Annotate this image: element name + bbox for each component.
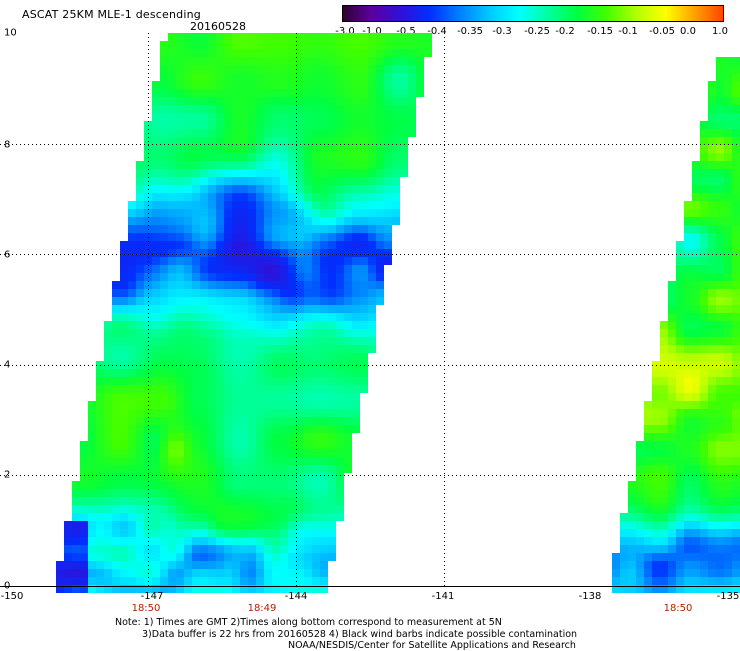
x-tick-label: -135 bbox=[716, 591, 740, 602]
product-date: 20160528 bbox=[190, 20, 246, 33]
colorbar-label: -0.3 bbox=[492, 26, 512, 37]
y-tick-label: 10 bbox=[4, 27, 17, 39]
colorbar-label: -0.25 bbox=[524, 26, 550, 37]
colorbar-label: -0.1 bbox=[618, 26, 638, 37]
colorbar-label: 1.0 bbox=[712, 26, 728, 37]
x-tick-label: -150 bbox=[0, 591, 24, 602]
x-tick-label: -141 bbox=[431, 591, 455, 602]
product-title: ASCAT 25KM MLE-1 descending bbox=[22, 8, 201, 21]
gridlines bbox=[0, 33, 740, 586]
x-tick-label: -138 bbox=[578, 591, 602, 602]
colorbar bbox=[342, 5, 724, 22]
time-label: 18:50 bbox=[663, 603, 693, 614]
colorbar-label: -0.5 bbox=[396, 26, 416, 37]
y-tick-label: 0 bbox=[4, 580, 11, 592]
swath-pixels bbox=[56, 33, 740, 593]
colorbar-label: -0.35 bbox=[457, 26, 483, 37]
y-tick-label: 4 bbox=[4, 359, 11, 371]
y-tick-label: 6 bbox=[4, 249, 11, 261]
colorbar-label: -0.15 bbox=[587, 26, 613, 37]
time-label: 18:49 bbox=[247, 603, 277, 614]
y-tick-label: 8 bbox=[4, 139, 11, 151]
colorbar-label: -0.4 bbox=[427, 26, 447, 37]
colorbar-label: -3.0 bbox=[335, 26, 355, 37]
y-tick-label: 2 bbox=[4, 469, 11, 481]
note-line-3: NOAA/NESDIS/Center for Satellite Applica… bbox=[288, 640, 576, 651]
colorbar-label: -1.0 bbox=[362, 26, 382, 37]
note-line-2: 3)Data buffer is 22 hrs from 20160528 4)… bbox=[142, 629, 578, 640]
time-label: 18:50 bbox=[131, 603, 161, 614]
colorbar-label: 0.0 bbox=[680, 26, 696, 37]
colorbar-label: -0.2 bbox=[555, 26, 575, 37]
x-tick-label: -147 bbox=[140, 591, 164, 602]
note-line-1: Note: 1) Times are GMT 2)Times along bot… bbox=[115, 617, 502, 628]
colorbar-gradient bbox=[342, 5, 724, 22]
colorbar-label: -0.05 bbox=[649, 26, 675, 37]
x-tick-label: -144 bbox=[284, 591, 308, 602]
